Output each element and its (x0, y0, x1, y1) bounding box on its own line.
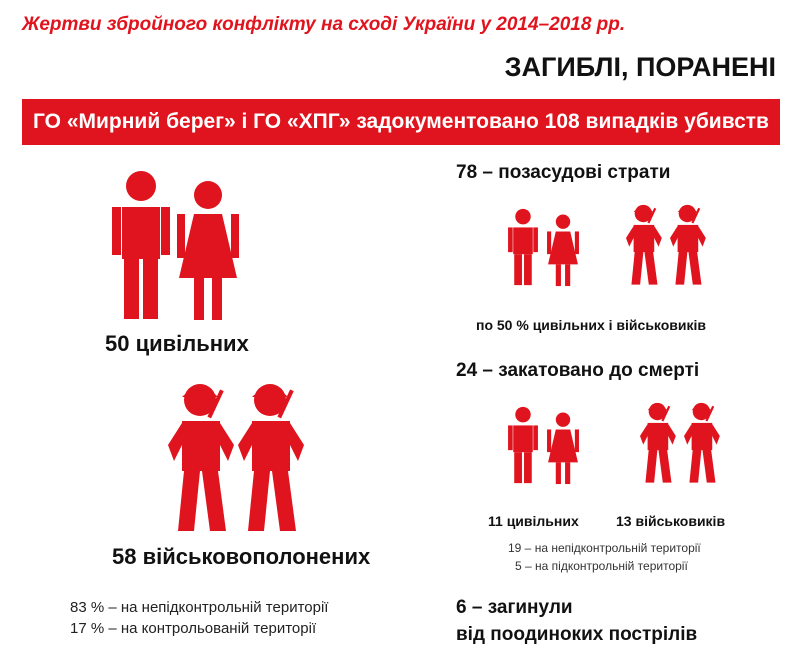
tortured-military-label: 13 військовиків (616, 513, 726, 529)
soldier-icon (684, 402, 720, 483)
snipers-title: 6 – загинули (456, 597, 573, 618)
snipers-subtitle: від поодиноких пострілів (456, 624, 698, 645)
page-header-title: Жертви збройного конфлікту на сході Укра… (22, 14, 626, 35)
executions-title: 78 – позасудові страти (456, 162, 671, 183)
pow-count-label: 58 військовополонених (112, 544, 371, 569)
soldier-icon (168, 384, 234, 531)
tortured-note-uncontrolled: 19 – на непідконтрольній території (508, 541, 701, 555)
soldier-icon (238, 384, 304, 531)
tortured-note-controlled: 5 – на підконтрольній території (515, 559, 688, 573)
man-icon (508, 208, 538, 286)
territory-note-uncontrolled: 83 % – на непідконтрольній території (70, 599, 329, 616)
soldier-icon (640, 402, 676, 483)
executions-note: по 50 % цивільних і військовиків (476, 317, 707, 333)
tortured-civilians-label: 11 цивільних (488, 513, 579, 529)
territory-note-controlled: 17 % – на контрольованій території (70, 620, 317, 637)
summary-banner: ГО «Мирний берег» і ГО «ХПГ» задокументо… (22, 99, 780, 145)
tortured-title: 24 – закатовано до смерті (456, 360, 700, 381)
woman-icon (177, 181, 239, 320)
man-icon (508, 406, 538, 484)
woman-icon (547, 412, 579, 485)
woman-icon (547, 214, 579, 287)
soldier-icon (670, 204, 706, 285)
soldier-icon (626, 204, 662, 285)
man-icon (112, 171, 170, 319)
civilians-count-label: 50 цивільних (105, 331, 249, 356)
section-title: ЗАГИБЛІ, ПОРАНЕНІ (504, 52, 776, 82)
